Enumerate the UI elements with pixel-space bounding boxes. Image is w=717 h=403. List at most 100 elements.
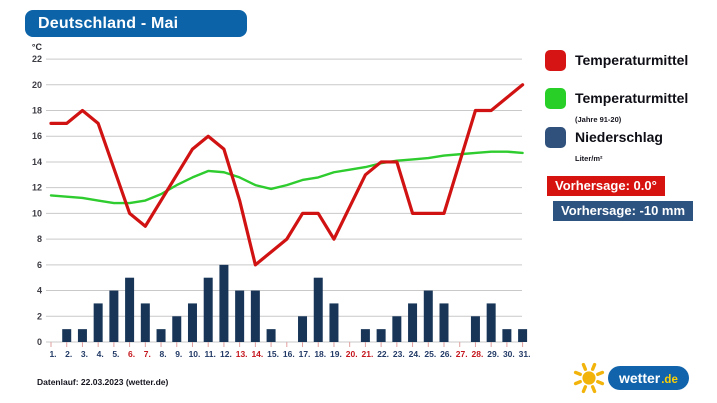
precip-bar: [125, 277, 135, 342]
precip-bar: [77, 329, 87, 342]
precip-bar: [235, 290, 245, 342]
y-tick-label: 14: [32, 157, 42, 167]
sun-ray: [573, 379, 582, 386]
day-label: 11.: [205, 349, 216, 359]
wetter-de-logo: wetter .de: [570, 357, 710, 399]
logo-brand-text: wetter: [619, 370, 661, 386]
temp-climate-line: [49, 150, 524, 205]
day-label: 13.: [236, 349, 248, 359]
precip-bar: [423, 290, 433, 342]
logo-pill: wetter .de: [608, 366, 689, 390]
precip-bar: [156, 329, 166, 342]
temperature-forecast-swatch: [545, 50, 566, 71]
day-label: 5.: [112, 349, 119, 359]
day-label: 1.: [49, 349, 56, 359]
day-label: 7.: [144, 349, 151, 359]
precip-bar: [376, 329, 386, 342]
precip-bar: [518, 329, 528, 342]
logo-tld-text: .de: [661, 374, 678, 386]
sun-ray: [581, 385, 588, 394]
precip-bar: [360, 329, 370, 342]
day-label: 28.: [472, 349, 484, 359]
day-label: 22.: [377, 349, 389, 359]
precip-bar: [172, 316, 182, 342]
y-tick-label: 4: [37, 286, 42, 296]
precip-bar: [298, 316, 308, 342]
precip-bar: [502, 329, 512, 342]
precip-bar: [486, 303, 496, 342]
precip-bar: [266, 329, 276, 342]
day-label: 25.: [424, 349, 436, 359]
y-tick-label: 12: [32, 183, 42, 193]
legend-item-temperature-forecast: Temperaturmittel: [545, 50, 688, 71]
day-label: 24.: [409, 349, 421, 359]
day-label: 30.: [503, 349, 515, 359]
precipitation-swatch: [545, 127, 566, 148]
legend-label: Niederschlag: [575, 129, 663, 145]
day-label: 18.: [314, 349, 326, 359]
sun-ray: [596, 379, 605, 386]
sun-ray: [573, 370, 582, 377]
precip-bar: [439, 303, 449, 342]
precip-bar: [109, 290, 119, 342]
sun-ray: [590, 362, 597, 371]
y-tick-label: 2: [37, 311, 42, 321]
day-label: 14.: [251, 349, 263, 359]
day-label: 15.: [267, 349, 279, 359]
precip-bar: [313, 277, 323, 342]
day-label: 10.: [189, 349, 201, 359]
day-label: 31.: [519, 349, 531, 359]
precip-bar: [250, 290, 260, 342]
chart-title-badge: Deutschland - Mai: [25, 10, 247, 37]
y-tick-label: 16: [32, 131, 42, 141]
precip-bar: [329, 303, 339, 342]
y-tick-label: 6: [37, 260, 42, 270]
sun-ray: [590, 385, 597, 394]
precip-bar: [187, 303, 197, 342]
precip-bar: [219, 264, 229, 342]
day-label: 6.: [128, 349, 135, 359]
day-label: 17.: [299, 349, 311, 359]
y-tick-label: 8: [37, 234, 42, 244]
sun-ray: [596, 370, 605, 377]
precip-bar: [392, 316, 402, 342]
day-label: 2.: [65, 349, 72, 359]
precip-bar: [470, 316, 480, 342]
sun-icon: [573, 362, 605, 394]
temp-forecast-line: [49, 83, 525, 267]
precip-bar: [408, 303, 418, 342]
y-tick-label: 20: [32, 80, 42, 90]
day-label: 27.: [456, 349, 468, 359]
precip-bar: [203, 277, 213, 342]
sun-ray: [581, 362, 588, 371]
day-label: 12.: [220, 349, 232, 359]
legend-label: Temperaturmittel: [575, 52, 689, 68]
day-label: 20.: [346, 349, 358, 359]
y-tick-label: 0: [37, 337, 42, 347]
legend-sublabel: Liter/m²: [575, 154, 603, 163]
data-run-label: Datenlauf: 22.03.2023 (wetter.de): [37, 377, 169, 387]
legend-sublabel: (Jahre 91-20): [575, 115, 622, 124]
day-label: 26.: [440, 349, 452, 359]
y-tick-label: 22: [32, 54, 42, 64]
chart-title: Deutschland - Mai: [38, 14, 179, 32]
y-tick-label: 18: [32, 106, 42, 116]
precip-bar: [93, 303, 103, 342]
day-label: 19.: [330, 349, 342, 359]
day-label: 23.: [393, 349, 405, 359]
temperature-climate-swatch: [545, 88, 566, 109]
precipitation-forecast-badge: Vorhersage: -10 mm: [553, 201, 694, 221]
precip-bar: [62, 329, 72, 342]
day-label: 8.: [159, 349, 166, 359]
temperature-forecast-badge: Vorhersage: 0.0°: [547, 176, 665, 196]
day-label: 21.: [361, 349, 373, 359]
day-label: 16.: [283, 349, 295, 359]
legend-item-precipitation: Niederschlag Liter/m²: [545, 127, 663, 166]
day-label: 4.: [97, 349, 104, 359]
y-tick-label: 10: [32, 208, 42, 218]
day-label: 29.: [487, 349, 499, 359]
precip-bar: [140, 303, 150, 342]
day-label: 9.: [175, 349, 182, 359]
